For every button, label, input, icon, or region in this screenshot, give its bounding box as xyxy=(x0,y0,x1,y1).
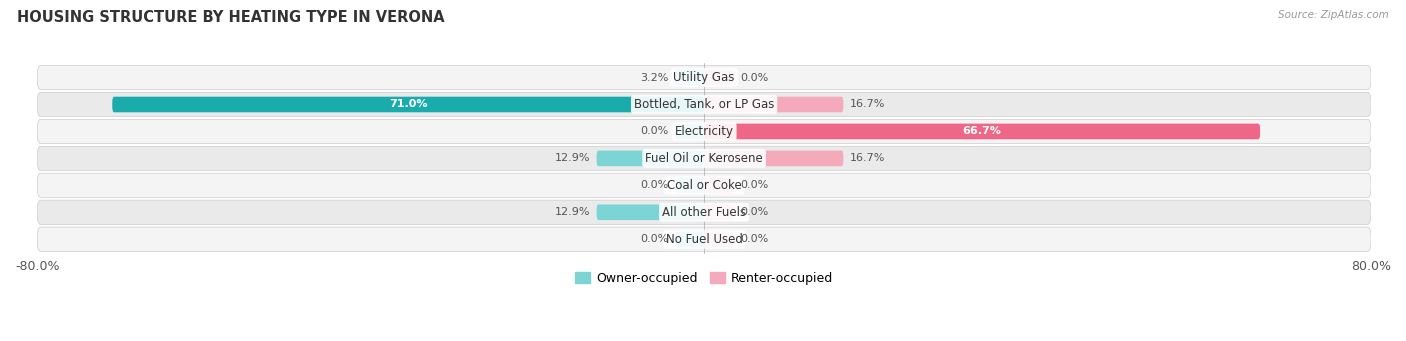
FancyBboxPatch shape xyxy=(704,70,734,85)
Text: 0.0%: 0.0% xyxy=(640,127,668,136)
Text: 66.7%: 66.7% xyxy=(963,127,1001,136)
Text: Electricity: Electricity xyxy=(675,125,734,138)
FancyBboxPatch shape xyxy=(37,200,1371,224)
Text: 12.9%: 12.9% xyxy=(554,153,591,163)
FancyBboxPatch shape xyxy=(704,124,1260,139)
FancyBboxPatch shape xyxy=(596,151,704,166)
Text: All other Fuels: All other Fuels xyxy=(662,206,747,219)
FancyBboxPatch shape xyxy=(112,97,704,112)
Text: 16.7%: 16.7% xyxy=(851,153,886,163)
Text: Source: ZipAtlas.com: Source: ZipAtlas.com xyxy=(1278,10,1389,20)
Text: HOUSING STRUCTURE BY HEATING TYPE IN VERONA: HOUSING STRUCTURE BY HEATING TYPE IN VER… xyxy=(17,10,444,25)
FancyBboxPatch shape xyxy=(37,119,1371,144)
Text: 16.7%: 16.7% xyxy=(851,100,886,109)
Text: 0.0%: 0.0% xyxy=(740,234,768,244)
FancyBboxPatch shape xyxy=(37,173,1371,197)
Text: 0.0%: 0.0% xyxy=(740,73,768,83)
Text: 0.0%: 0.0% xyxy=(740,207,768,217)
FancyBboxPatch shape xyxy=(596,205,704,220)
Text: Bottled, Tank, or LP Gas: Bottled, Tank, or LP Gas xyxy=(634,98,775,111)
Text: 12.9%: 12.9% xyxy=(554,207,591,217)
FancyBboxPatch shape xyxy=(704,232,734,247)
FancyBboxPatch shape xyxy=(675,232,704,247)
Text: Fuel Oil or Kerosene: Fuel Oil or Kerosene xyxy=(645,152,763,165)
FancyBboxPatch shape xyxy=(675,70,704,85)
FancyBboxPatch shape xyxy=(704,97,844,112)
FancyBboxPatch shape xyxy=(37,227,1371,251)
FancyBboxPatch shape xyxy=(37,65,1371,90)
Text: 0.0%: 0.0% xyxy=(640,234,668,244)
Text: 3.2%: 3.2% xyxy=(640,73,668,83)
Text: Utility Gas: Utility Gas xyxy=(673,71,735,84)
FancyBboxPatch shape xyxy=(704,178,734,193)
Text: Coal or Coke: Coal or Coke xyxy=(666,179,741,192)
FancyBboxPatch shape xyxy=(37,92,1371,117)
Text: 0.0%: 0.0% xyxy=(740,180,768,190)
FancyBboxPatch shape xyxy=(704,151,844,166)
Legend: Owner-occupied, Renter-occupied: Owner-occupied, Renter-occupied xyxy=(569,267,838,290)
FancyBboxPatch shape xyxy=(675,178,704,193)
FancyBboxPatch shape xyxy=(37,146,1371,170)
Text: 71.0%: 71.0% xyxy=(389,100,427,109)
FancyBboxPatch shape xyxy=(704,205,734,220)
Text: No Fuel Used: No Fuel Used xyxy=(665,233,742,246)
Text: 0.0%: 0.0% xyxy=(640,180,668,190)
FancyBboxPatch shape xyxy=(675,124,704,139)
